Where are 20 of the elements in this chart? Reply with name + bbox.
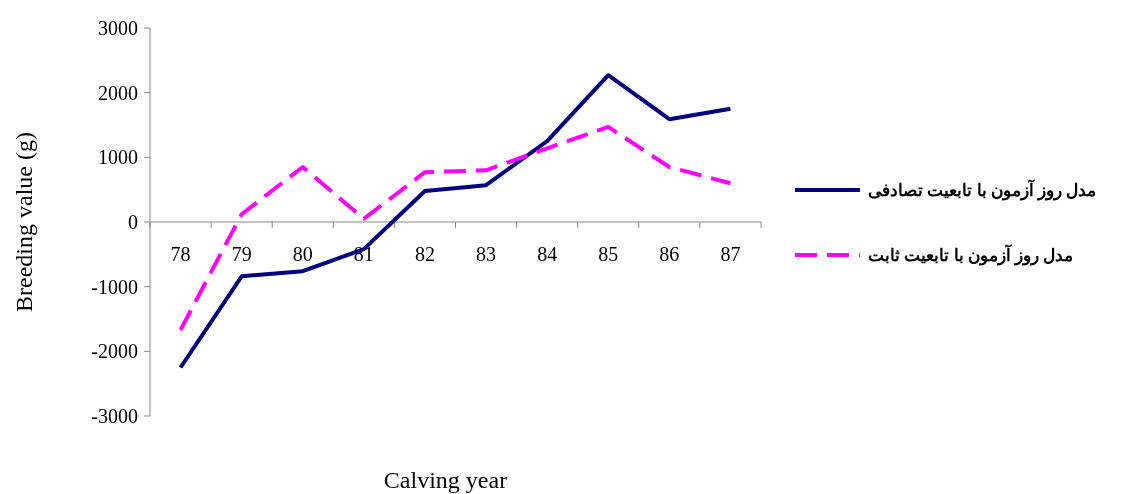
- y-tick-label: -3000: [91, 405, 138, 427]
- y-tick-label: 3000: [98, 17, 138, 39]
- y-tick-label: -2000: [91, 340, 138, 363]
- x-tick-label: 86: [659, 243, 680, 265]
- legend-label: مدل روز آزمون با تابعیت تصادفی: [868, 179, 1097, 201]
- y-tick-label: 0: [128, 211, 138, 233]
- x-tick-label: 87: [720, 243, 741, 265]
- x-tick-label: 78: [170, 243, 191, 265]
- x-tick-label: 84: [537, 243, 558, 265]
- y-tick-label: -1000: [91, 275, 138, 298]
- x-tick-label: 82: [414, 243, 435, 265]
- y-tick-label: 2000: [98, 81, 138, 104]
- x-tick-label: 85: [598, 243, 619, 265]
- legend-label: مدل روز آزمون با تابعیت ثابت: [868, 244, 1074, 266]
- x-axis-title: Calving year: [383, 467, 508, 493]
- y-axis-title: Breeding value (g): [11, 132, 37, 312]
- x-tick-label: 80: [292, 243, 313, 265]
- x-tick-label: 79: [231, 243, 252, 265]
- x-tick-label: 83: [476, 243, 497, 265]
- y-tick-label: 1000: [98, 146, 138, 169]
